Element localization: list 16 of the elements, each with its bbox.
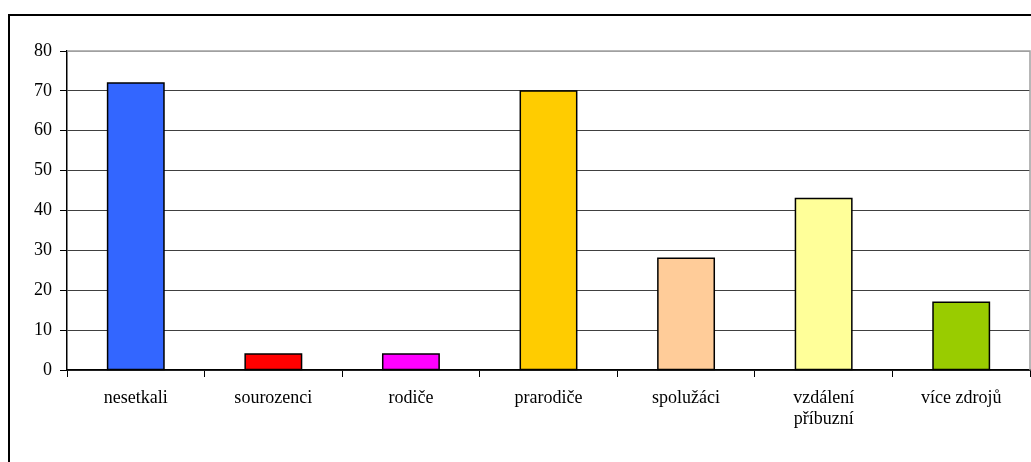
y-tick-label: 50 — [34, 159, 52, 180]
y-tick-label: 60 — [34, 119, 52, 140]
y-tick-label: 80 — [34, 39, 52, 60]
y-tick-label: 10 — [34, 318, 52, 339]
x-tick-label: vzdálení příbuzní — [793, 386, 855, 429]
x-tick-label: rodiče — [388, 386, 434, 407]
y-tick-label: 70 — [34, 79, 52, 100]
x-tick-label: prarodiče — [514, 386, 583, 407]
y-tick-label: 40 — [34, 199, 52, 220]
y-tick-label: 20 — [34, 278, 52, 299]
y-tick-label: 0 — [43, 358, 52, 379]
x-tick-label: nesetkali — [103, 386, 168, 407]
x-tick-label: spolužáci — [652, 386, 721, 407]
y-tick-label: 30 — [34, 239, 52, 260]
x-tick-label: více zdrojů — [920, 386, 1002, 407]
x-tick-label: sourozenci — [234, 386, 313, 407]
